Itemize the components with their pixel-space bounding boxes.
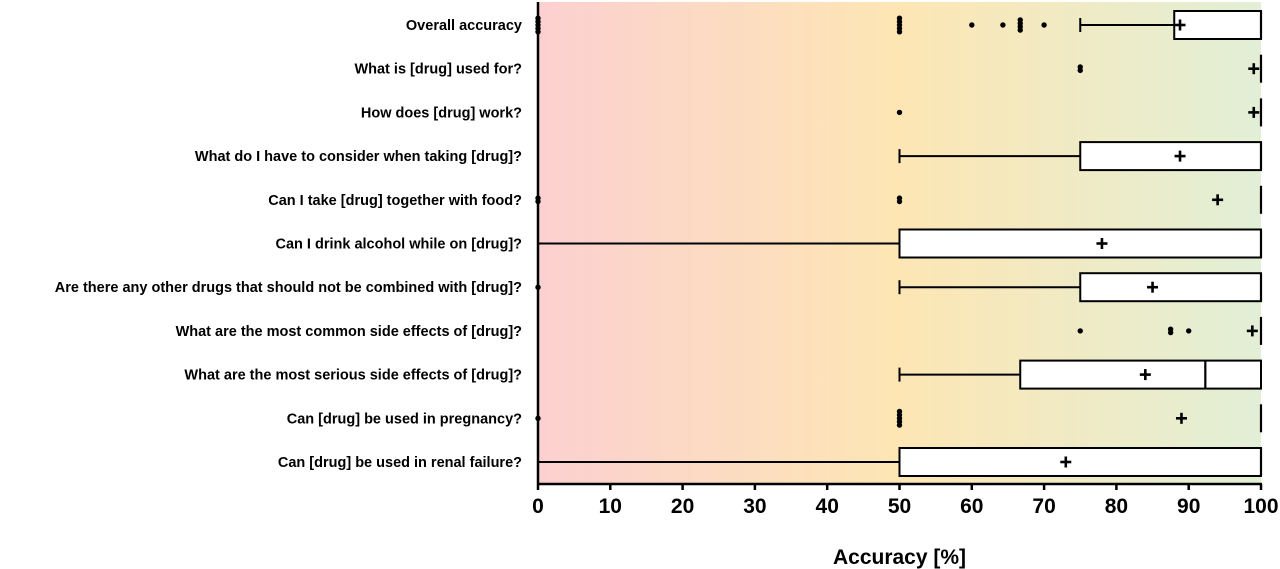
category-labels: Overall accuracy What is [drug] used for?… <box>55 18 522 471</box>
box-group <box>896 98 1263 127</box>
x-tick-label: 80 <box>1105 495 1128 518</box>
category-label: Can I drink alcohol while on [drug]? <box>276 237 523 253</box>
x-tick-label: 60 <box>960 495 983 518</box>
category-label: Overall accuracy <box>406 18 522 34</box>
x-tick-label: 50 <box>888 495 911 518</box>
outlier-point <box>1017 27 1023 33</box>
x-tick-label: 70 <box>1032 495 1055 518</box>
category-label: What are the most serious side effects o… <box>184 368 522 384</box>
x-tick-label: 20 <box>671 495 694 518</box>
box-group <box>537 228 1263 259</box>
outlier-point <box>1077 328 1083 334</box>
box-group <box>898 141 1263 172</box>
outlier-point <box>1077 67 1083 74</box>
box-group <box>535 272 1263 303</box>
category-label: How does [drug] work? <box>361 105 522 121</box>
iqr-box <box>898 447 1262 477</box>
x-axis-title: Accuracy [%] <box>833 546 966 569</box>
outlier-point <box>1041 22 1047 28</box>
x-tick-label: 90 <box>1177 495 1200 518</box>
chart-marks <box>535 10 1263 477</box>
iqr-box <box>1173 10 1262 40</box>
x-tick-label: 40 <box>816 495 839 518</box>
iqr-box <box>1079 141 1262 172</box>
box-group <box>535 404 1263 433</box>
x-tick-label: 10 <box>599 495 622 518</box>
category-label: Can I take [drug] together with food? <box>268 193 522 209</box>
outlier-point <box>896 109 903 116</box>
category-label: What do I have to consider when taking [… <box>195 149 522 165</box>
x-axis-ticks: 0 10 20 30 40 50 60 70 80 90 100 <box>532 484 1279 518</box>
x-tick-label: 100 <box>1243 495 1278 518</box>
category-label: What is [drug] used for? <box>354 62 522 78</box>
iqr-box <box>1079 272 1262 303</box>
outlier-point <box>1000 22 1006 28</box>
x-tick-label: 0 <box>532 495 544 518</box>
box-group <box>1077 316 1263 345</box>
box-group <box>898 359 1263 390</box>
outlier-point <box>1186 328 1192 334</box>
outlier-point <box>896 198 903 205</box>
outlier-point <box>896 422 903 428</box>
category-label: What are the most common side effects of… <box>176 324 523 340</box>
outlier-point <box>969 22 975 28</box>
category-label: Can [drug] be used in pregnancy? <box>287 411 522 427</box>
box-group <box>537 447 1263 477</box>
category-label: Can [drug] be used in renal failure? <box>278 455 522 471</box>
outlier-point <box>896 29 903 35</box>
box-group <box>1077 54 1263 83</box>
category-label: Are there any other drugs that should no… <box>55 280 522 296</box>
iqr-box <box>898 228 1262 259</box>
x-tick-label: 30 <box>743 495 766 518</box>
outlier-point <box>1167 329 1174 336</box>
